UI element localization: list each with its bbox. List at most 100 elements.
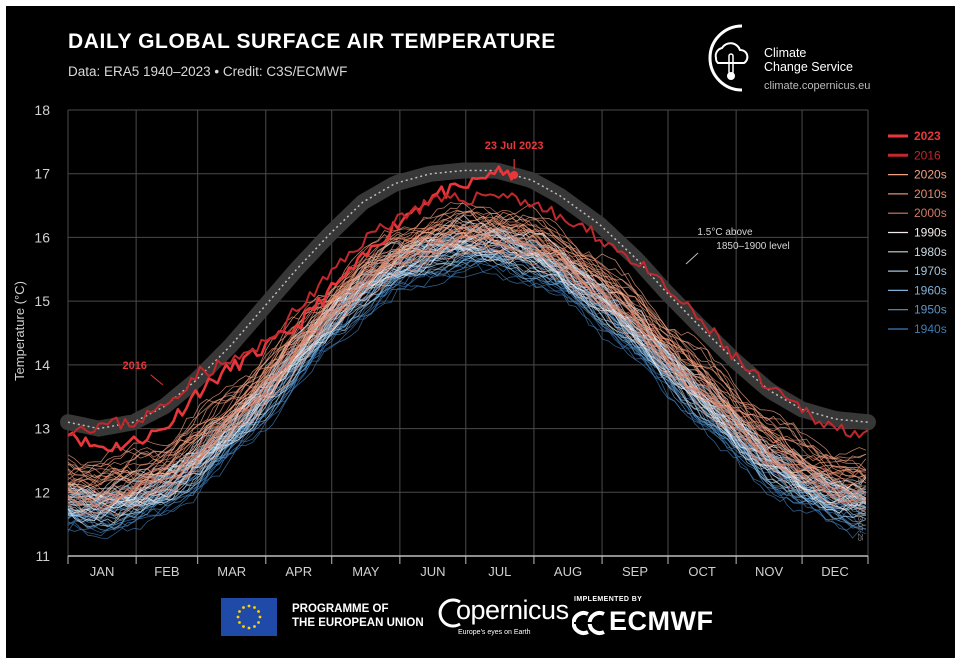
decade-line — [67, 215, 867, 482]
decade-line — [67, 209, 866, 475]
x-tick-label: FEB — [154, 564, 179, 579]
eu-flag-icon — [221, 598, 277, 636]
x-tick-label: SEP — [622, 564, 648, 579]
brand-name-line1: Climate — [764, 46, 807, 60]
legend: 2023 2016 2020s 2010s 2000s 1990s 1980s 1970s 19… — [888, 129, 947, 336]
decade-line — [67, 251, 866, 519]
x-tick-label: MAY — [352, 564, 380, 579]
copernicus-wordmark: opernicus — [456, 595, 569, 625]
decade-line — [67, 260, 867, 532]
eu-programme-line2: THE EUROPEAN UNION — [292, 617, 424, 629]
temperature-plot: 23 Jul 2023 2016 11 12 13 14 15 16 17 18 JAN FEB MA… — [12, 102, 947, 579]
x-tick-label: DEC — [821, 564, 848, 579]
climate-change-service-logo: Climate Change Service climate.copernicu… — [696, 18, 946, 98]
brand-url: climate.copernicus.eu — [764, 80, 871, 92]
copernicus-tagline: Europe's eyes on Earth — [458, 629, 531, 636]
decade-line — [67, 258, 866, 534]
eu-star — [236, 615, 240, 619]
ecmwf-wordmark: ECMWF — [609, 606, 714, 636]
eu-star — [253, 606, 256, 609]
decade-line — [67, 211, 866, 485]
x-tick-label: MAR — [217, 564, 246, 579]
y-tick-label: 13 — [34, 421, 50, 437]
ecmwf-mark-icon — [572, 611, 606, 635]
decade-line — [67, 217, 867, 480]
chart-subtitle: Data: ERA5 1940–2023 • Credit: C3S/ECMWF — [68, 64, 348, 79]
decade-line — [67, 247, 866, 517]
eu-star — [257, 621, 260, 624]
decade-line — [67, 243, 866, 516]
decade-line — [67, 224, 866, 500]
y-tick-label: 15 — [34, 293, 50, 309]
threshold-layer — [60, 162, 876, 437]
created-date-note: created: 2023-07-25 — [856, 478, 863, 542]
eu-star — [253, 625, 256, 628]
legend-label-1970s: 1970s — [914, 264, 947, 278]
x-tick-label: JUN — [420, 564, 445, 579]
x-tick-label: NOV — [755, 564, 784, 579]
implemented-by-label: IMPLEMENTED BY — [574, 596, 643, 603]
threshold-pointer — [685, 252, 699, 265]
x-tick-label: OCT — [688, 564, 716, 579]
eu-star — [238, 610, 241, 613]
eu-star — [258, 615, 262, 619]
eu-star — [247, 604, 251, 608]
x-tick-label: AUG — [554, 564, 582, 579]
decade-line — [68, 209, 866, 473]
legend-label-2000s: 2000s — [914, 206, 947, 220]
eu-star — [242, 625, 245, 628]
threshold-label-line1: 1.5°C above — [697, 227, 753, 238]
annotation-label-23-jul-2023: 23 Jul 2023 — [485, 140, 544, 152]
y-tick-label: 11 — [35, 548, 50, 564]
legend-label-2016: 2016 — [914, 148, 941, 162]
brand-name-line2: Change Service — [764, 60, 853, 74]
decade-line — [67, 225, 866, 491]
legend-label-1980s: 1980s — [914, 245, 947, 259]
annotation-point-23-jul-2023 — [510, 170, 519, 179]
decade-line — [67, 218, 866, 496]
eu-star — [238, 621, 241, 624]
legend-label-2010s: 2010s — [914, 187, 947, 201]
decade-line — [67, 224, 867, 486]
highlight-series-layer: 23 Jul 2023 2016 — [67, 140, 869, 453]
eu-star — [257, 610, 260, 613]
y-tick-label: 17 — [34, 166, 50, 182]
decade-line — [67, 259, 866, 539]
annotation-label-2016: 2016 — [122, 360, 146, 372]
threshold-label-line2: 1850–1900 level — [716, 241, 789, 252]
decade-line — [67, 202, 866, 470]
series-line-2016 — [67, 191, 869, 439]
eu-star — [242, 606, 245, 609]
x-tick-label: APR — [285, 564, 312, 579]
y-tick-label: 14 — [34, 357, 50, 373]
legend-label-1940s: 1940s — [914, 322, 947, 336]
annotation-leader-2016 — [150, 374, 164, 386]
y-axis-label: Temperature (°C) — [12, 281, 27, 381]
series-line-2023 — [67, 165, 514, 453]
footer-logos: PROGRAMME OF THE EUROPEAN UNION opernicu… — [6, 586, 955, 658]
x-tick-label: JUL — [488, 564, 511, 579]
legend-label-1990s: 1990s — [914, 226, 947, 240]
chart-frame: DAILY GLOBAL SURFACE AIR TEMPERATURE Dat… — [6, 6, 955, 658]
legend-label-1950s: 1950s — [914, 303, 947, 317]
threshold-line — [67, 169, 869, 430]
x-tick-label: JAN — [90, 564, 115, 579]
y-tick-label: 16 — [34, 229, 50, 245]
eu-programme-line1: PROGRAMME OF — [292, 603, 389, 615]
axis-layer: 11 12 13 14 15 16 17 18 JAN FEB MAR APR MAY JUN JUL AUG… — [34, 102, 869, 579]
legend-label-2020s: 2020s — [914, 168, 947, 182]
decade-lines-layer — [67, 200, 867, 539]
y-tick-label: 18 — [34, 102, 50, 118]
decade-line — [67, 220, 867, 498]
decade-line — [67, 252, 866, 531]
copernicus-c-icon — [438, 598, 461, 628]
y-tick-label: 12 — [34, 484, 50, 500]
chart-title: DAILY GLOBAL SURFACE AIR TEMPERATURE — [68, 30, 556, 53]
legend-label-2023: 2023 — [914, 129, 941, 143]
legend-label-1960s: 1960s — [914, 283, 947, 297]
decade-line — [67, 234, 866, 510]
eu-star — [247, 626, 251, 630]
climate-logo-icon — [708, 24, 749, 92]
threshold-band — [60, 162, 876, 437]
decade-line — [67, 214, 867, 497]
